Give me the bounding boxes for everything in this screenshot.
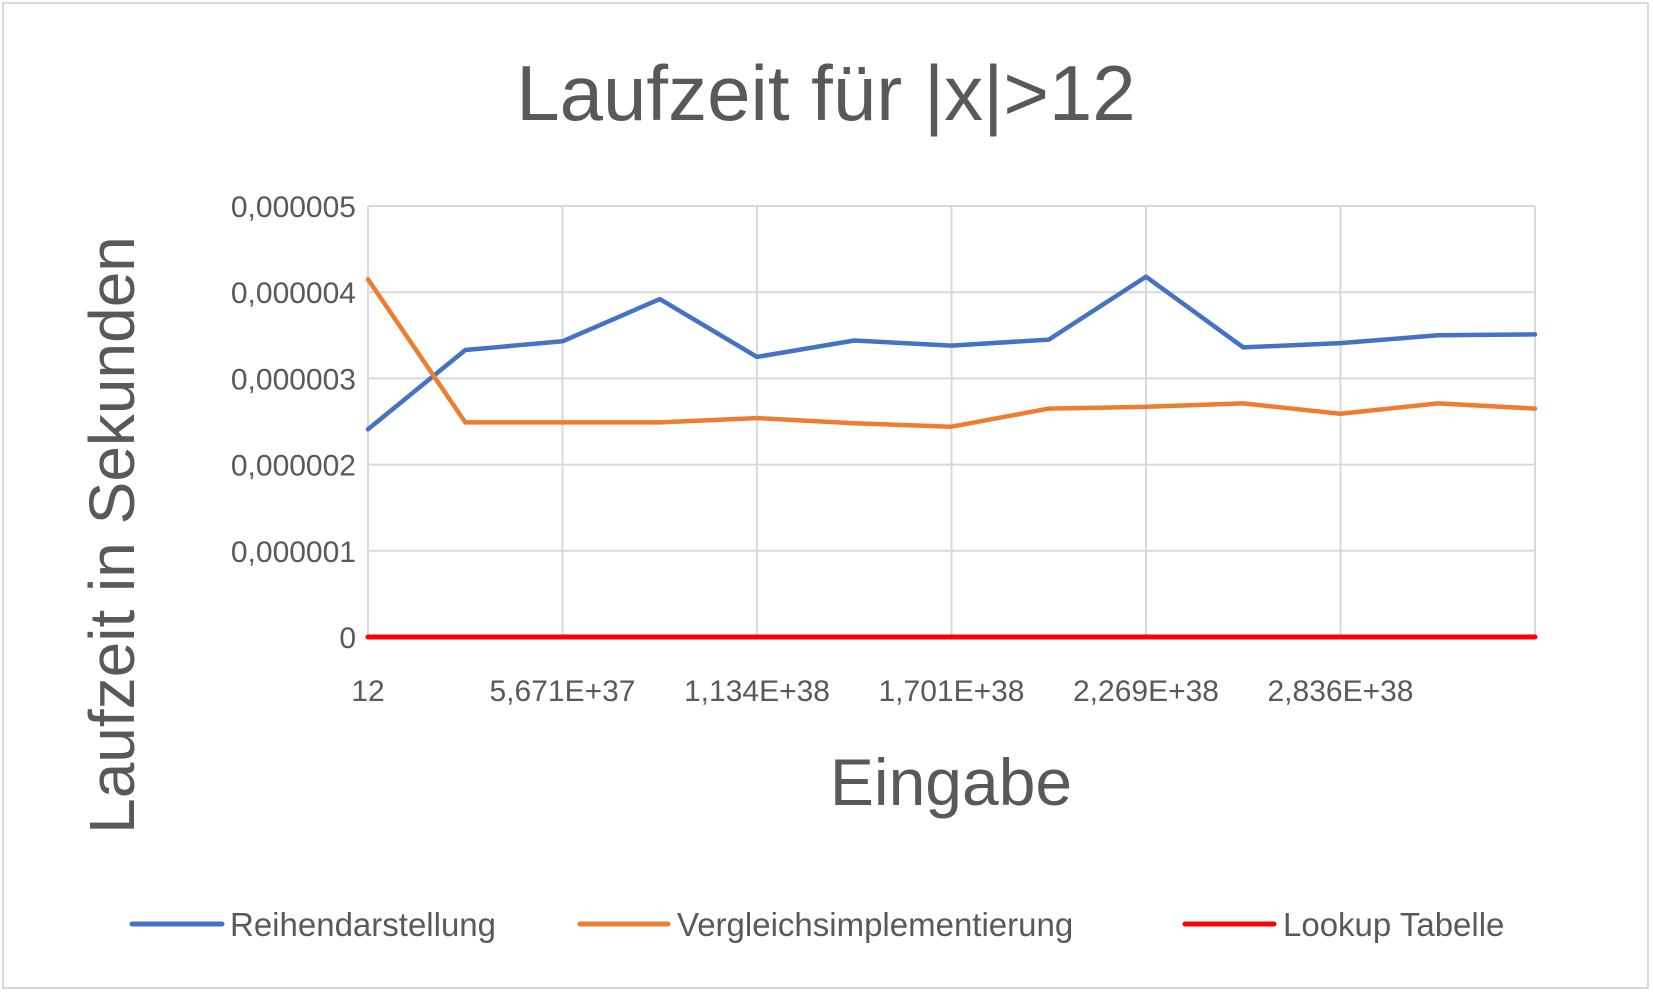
- chart-title: Laufzeit für |x|>12: [516, 49, 1135, 137]
- x-tick-label: 5,671E+37: [490, 675, 636, 708]
- y-tick-label: 0,000003: [231, 363, 356, 396]
- y-tick-label: 0: [339, 622, 356, 655]
- x-tick-label: 1,701E+38: [879, 675, 1025, 708]
- y-tick-label: 0,000004: [231, 277, 356, 310]
- legend-label: Reihendarstellung: [230, 906, 496, 943]
- y-tick-label: 0,000005: [231, 191, 356, 224]
- y-tick-label: 0,000001: [231, 536, 356, 569]
- x-tick-label: 12: [351, 675, 384, 708]
- x-tick-label: 2,836E+38: [1268, 675, 1414, 708]
- x-tick-label: 2,269E+38: [1073, 675, 1219, 708]
- legend-label: Lookup Tabelle: [1283, 906, 1504, 943]
- x-tick-label: 1,134E+38: [684, 675, 830, 708]
- y-axis-label: Laufzeit in Sekunden: [76, 236, 148, 834]
- y-tick-label: 0,000002: [231, 450, 356, 483]
- series-line-1: [365, 274, 1538, 432]
- x-axis-label: Eingabe: [830, 745, 1072, 819]
- series-line-2: [365, 277, 1538, 429]
- legend-label: Vergleichsimplementierung: [677, 906, 1073, 943]
